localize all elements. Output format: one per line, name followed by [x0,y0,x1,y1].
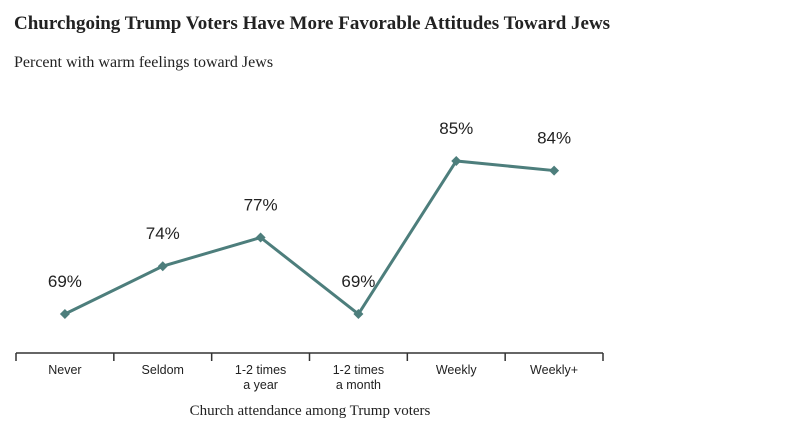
value-label: 69% [341,272,375,291]
marker [549,165,560,176]
marker [353,309,364,319]
marker [59,309,70,319]
x-tick-label: Never [48,363,81,377]
chart-title: Churchgoing Trump Voters Have More Favor… [14,13,610,34]
x-tick-label: Weekly [436,363,478,377]
value-label: 69% [48,272,82,291]
x-tick-label: Seldom [142,363,184,377]
marker [157,261,168,272]
x-tick-label: 1-2 times a month [333,363,384,392]
value-label: 84% [537,129,571,148]
x-tick-label: Weekly+ [530,363,578,377]
value-label: 74% [146,224,180,243]
value-label: 77% [244,196,278,215]
value-label: 85% [439,119,473,138]
marker [451,156,462,166]
chart-subtitle: Percent with warm feelings toward Jews [14,54,273,71]
x-axis-label: Church attendance among Trump voters [190,403,431,419]
x-tick-label: 1-2 times a year [235,363,286,392]
line [64,159,555,317]
marker [255,232,266,243]
